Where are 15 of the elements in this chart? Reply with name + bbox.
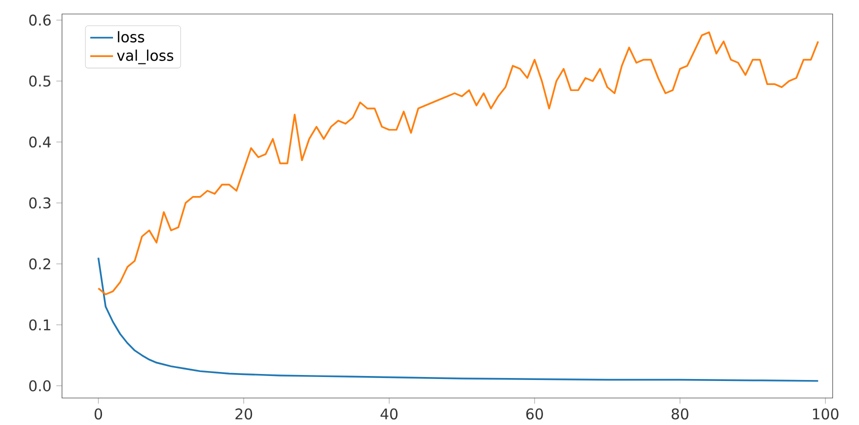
x-tick-label: 0: [94, 408, 102, 420]
y-tick-label: 0.6: [29, 14, 51, 26]
y-tick-label: 0.4: [29, 136, 51, 148]
y-tick-label: 0.2: [29, 258, 50, 270]
y-tick-label: 0.5: [29, 76, 50, 87]
x-tick-label: 100: [813, 408, 838, 420]
x-tick-label: 40: [380, 408, 398, 420]
x-tick-label: 80: [672, 408, 688, 420]
x-tick-label: 60: [526, 408, 543, 420]
legend-label: loss: [118, 31, 144, 42]
x-tick-label: 20: [236, 408, 252, 420]
legend-label: val_loss: [116, 50, 174, 64]
y-tick-label: 0.3: [29, 197, 50, 208]
y-tick-label: 0.0: [29, 380, 51, 392]
y-tick-label: 0.1: [29, 319, 50, 330]
